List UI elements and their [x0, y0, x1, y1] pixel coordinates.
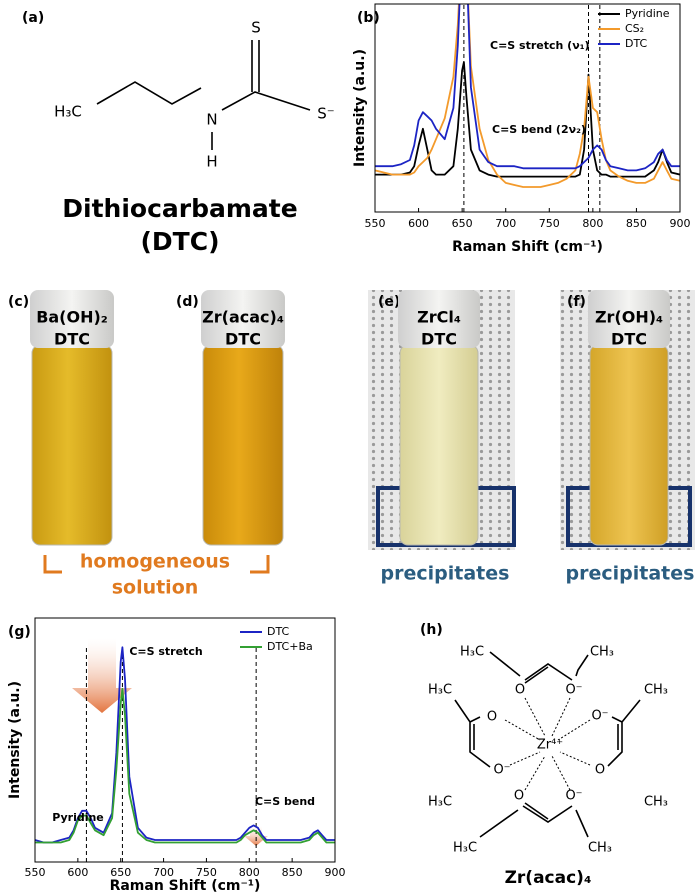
atom-label: O⁻ [565, 789, 582, 804]
arrows [72, 638, 268, 846]
vial-body [589, 344, 669, 546]
atom-label: O [515, 683, 525, 698]
vial-label: Zr(OH)₄ [595, 308, 663, 327]
annotation: C=S bend [255, 795, 315, 808]
atom-label: CH₃ [590, 645, 614, 660]
atom-label: H₃C [428, 683, 452, 698]
x-tick-label: 900 [325, 866, 346, 879]
series-line [35, 687, 335, 844]
panel-label: (g) [8, 624, 31, 640]
atom-label: O [514, 789, 524, 804]
vial-body [31, 344, 113, 546]
x-tick-label: 700 [153, 866, 174, 879]
atom-label: CH₃ [644, 795, 668, 810]
atom-label: CH₃ [644, 683, 668, 698]
panel-label: (f) [567, 294, 586, 310]
vial-body [202, 344, 284, 546]
panel-label: (a) [22, 10, 44, 26]
x-tick-label: 600 [408, 217, 429, 230]
annotation: C=S bend (2ν₂) [492, 123, 586, 136]
atom-label: H₃C [453, 841, 477, 856]
vial-cap [30, 290, 114, 348]
y-axis-label: Intensity (a.u.) [7, 681, 23, 799]
series-line [375, 4, 680, 188]
panel-label: (e) [378, 294, 400, 310]
atom-label: S⁻ [317, 105, 334, 123]
x-axis-label: Raman Shift (cm⁻¹) [110, 878, 261, 892]
vial-label: ZrCl₄ [417, 308, 461, 327]
atom-label: O [487, 710, 497, 725]
vial-label: DTC [611, 330, 647, 349]
series-line [35, 646, 335, 844]
homogeneous-label: solution [112, 577, 199, 599]
vial-label: Ba(OH)₂ [36, 308, 108, 327]
atom-label: O⁻ [591, 709, 608, 724]
annotation: C=S stretch [129, 645, 202, 658]
atom-label: H₃C [54, 103, 82, 121]
vial-cap [201, 290, 285, 348]
molecule-name: Dithiocarbamate [62, 194, 297, 223]
x-tick-label: 550 [25, 866, 46, 879]
atom-label: O⁻ [493, 763, 510, 778]
legend-label: DTC [625, 37, 648, 50]
vial-label: Zr(acac)₄ [202, 308, 284, 327]
atom-label: H₃C [460, 645, 484, 660]
atom-label: O [595, 763, 605, 778]
plot-area [375, 4, 680, 188]
dtc-bonds [96, 40, 311, 150]
x-tick-label: 550 [365, 217, 386, 230]
atom-label: O⁻ [565, 683, 582, 698]
x-tick-label: 650 [110, 866, 131, 879]
annotation: Pyridine [52, 811, 104, 824]
homogeneous-label: homogeneous [80, 551, 230, 573]
axes-frame [34, 617, 336, 863]
x-tick-label: 850 [626, 217, 647, 230]
atom-label: Zr⁴⁺ [537, 738, 563, 753]
atom-label: CH₃ [588, 841, 612, 856]
axes-frame [374, 3, 681, 213]
panel-label: (h) [420, 622, 443, 638]
plot-area [35, 646, 335, 844]
vial-body [399, 344, 479, 546]
y-axis-label: Intensity (a.u.) [352, 49, 368, 167]
atom-label: N [206, 111, 217, 129]
atom-label: H [206, 153, 217, 171]
bracket [43, 555, 270, 574]
panel-label: (b) [357, 10, 380, 26]
x-tick-label: 600 [67, 866, 88, 879]
legend-label: DTC [267, 625, 290, 638]
legend-label: CS₂ [625, 22, 644, 35]
panel-label: (c) [8, 294, 29, 310]
vial-cap [588, 290, 670, 348]
atom-label: H₃C [428, 795, 452, 810]
x-tick-label: 750 [539, 217, 560, 230]
x-tick-label: 850 [282, 866, 303, 879]
x-tick-label: 750 [196, 866, 217, 879]
x-tick-label: 900 [670, 217, 691, 230]
precipitates-label: precipitates [566, 563, 695, 585]
legend-label: Pyridine [625, 7, 670, 20]
panel-label: (d) [176, 294, 199, 310]
precipitates-label: precipitates [381, 563, 510, 585]
series-line [375, 4, 680, 172]
legend-label: DTC+Ba [267, 640, 313, 653]
vial-label: DTC [421, 330, 457, 349]
vial-cap [398, 290, 480, 348]
molecule-abbr: (DTC) [140, 227, 219, 256]
x-tick-label: 650 [452, 217, 473, 230]
x-tick-label: 700 [495, 217, 516, 230]
x-tick-label: 800 [239, 866, 260, 879]
series-line [375, 61, 680, 178]
molecule-name: Zr(acac)₄ [505, 868, 592, 888]
annotation: C=S stretch (ν₁) [490, 39, 590, 52]
x-tick-label: 800 [582, 217, 603, 230]
zr-bonds [454, 651, 641, 838]
atom-label: S [251, 19, 261, 37]
vial-label: DTC [54, 330, 90, 349]
x-axis-label: Raman Shift (cm⁻¹) [452, 239, 603, 255]
vial-label: DTC [225, 330, 261, 349]
